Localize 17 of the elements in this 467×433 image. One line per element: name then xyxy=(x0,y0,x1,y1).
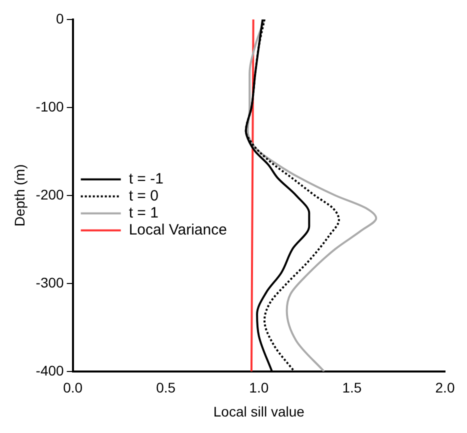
x-tick-label: 2.0 xyxy=(435,380,455,396)
y-tick-label: -100 xyxy=(36,98,64,114)
y-tick-label: -200 xyxy=(36,186,64,202)
legend-label: t = 0 xyxy=(128,188,158,205)
x-tick-label: 0.0 xyxy=(63,380,83,396)
x-tick-label: 1.0 xyxy=(249,380,269,396)
line-series xyxy=(246,19,378,372)
legend-label: t = 1 xyxy=(128,204,158,222)
legend-label: t = -1 xyxy=(128,170,164,188)
y-tick-label: -300 xyxy=(36,274,64,290)
y-tick-label: 0 xyxy=(56,10,64,26)
y-axis-title: Depth (m) xyxy=(11,164,28,227)
x-tick-label: 0.5 xyxy=(156,380,176,396)
legend-label: Local Variance xyxy=(128,222,227,239)
x-axis-title: Local sill value xyxy=(213,403,305,420)
y-tick-label: -400 xyxy=(36,362,64,378)
x-tick-label: 1.5 xyxy=(342,380,362,396)
